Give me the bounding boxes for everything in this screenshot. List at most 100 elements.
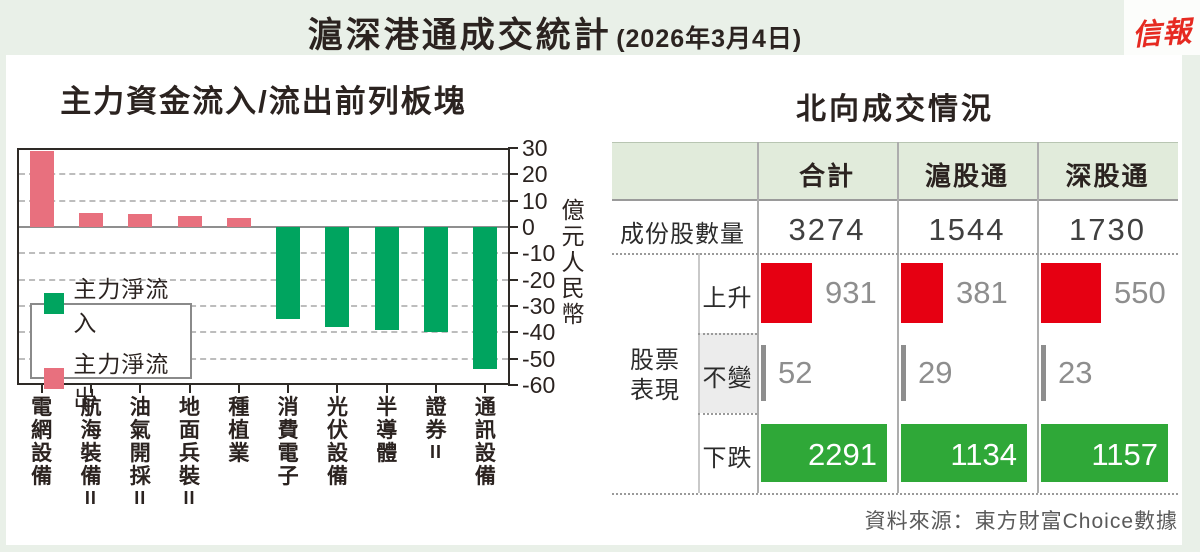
x-axis-label-char: 兵 — [179, 442, 201, 465]
logo-box: 信報 — [1124, 0, 1200, 55]
x-axis-tick — [385, 385, 388, 393]
y-axis-tick-label: -40 — [522, 319, 556, 346]
y-axis-tick — [508, 331, 518, 334]
chart-frame — [17, 148, 510, 385]
chart-bar-3 — [128, 213, 153, 227]
legend-label: 主力淨流入 — [73, 275, 170, 336]
x-axis-label-roman: II — [183, 488, 196, 508]
down-bar: 2291 — [761, 424, 887, 482]
y-axis-unit: 億元人民幣 — [558, 198, 584, 328]
x-axis-label-char: 訊 — [474, 419, 496, 442]
table-header-divider — [612, 199, 1178, 201]
perf-row-label-flat: 不變 — [702, 365, 753, 392]
flat-value: 52 — [778, 355, 813, 390]
x-axis-label-char: 備 — [474, 465, 496, 488]
up-value: 931 — [825, 275, 877, 310]
down-value: 1134 — [950, 437, 1017, 472]
x-axis-label-char: 電 — [31, 396, 53, 419]
x-axis-label-char: 地 — [179, 396, 201, 419]
chart-bar-1 — [29, 150, 54, 227]
x-axis-label-char: 設 — [474, 442, 496, 465]
flat-bar — [1041, 345, 1046, 401]
x-axis-tick — [139, 385, 142, 393]
chart-bar-4 — [177, 216, 202, 227]
flat-value: 23 — [1058, 355, 1093, 390]
x-axis-label-char: 面 — [179, 419, 201, 442]
x-axis-label: 消費電子 — [274, 396, 302, 488]
data-source: 資料來源：東方財富Choice數據 — [864, 510, 1178, 533]
up-value: 550 — [1114, 275, 1166, 310]
x-axis-label-char: 半 — [376, 396, 398, 419]
x-axis-label-char: 採 — [129, 465, 151, 488]
zero-line — [19, 226, 508, 228]
flat-bar — [761, 345, 766, 401]
flat-bar — [901, 345, 906, 401]
table-column-divider — [757, 142, 759, 493]
flat-value: 29 — [918, 355, 953, 390]
table-header-bg — [612, 142, 1178, 200]
page-title-main: 滬深港通成交統計 — [307, 16, 612, 55]
x-axis-tick — [89, 385, 92, 393]
gridline-10 — [19, 199, 508, 202]
y-axis-tick-label: -20 — [522, 266, 556, 293]
nochange-label-cell-bg — [698, 333, 757, 413]
chart-title: 主力資金流入/流出前列板塊 — [60, 84, 467, 119]
x-axis-tick — [435, 385, 438, 393]
table-column-divider — [897, 142, 899, 493]
x-axis-label-char: 種 — [228, 396, 250, 419]
chart-bar-9 — [424, 227, 449, 333]
x-axis-label-char: 裝 — [80, 442, 102, 465]
x-axis-label-char: 航 — [80, 396, 102, 419]
down-bar: 1157 — [1041, 424, 1168, 482]
column-header-1: 合計 — [798, 161, 855, 191]
x-axis-label-char: 子 — [277, 465, 299, 488]
gridline--30 — [19, 305, 508, 307]
table-dotted-line — [612, 493, 1178, 495]
y-axis-tick-label: -10 — [522, 240, 556, 267]
legend-item-1: 主力淨流入 — [44, 270, 190, 338]
y-axis-tick-label: 10 — [522, 187, 548, 214]
up-value: 381 — [956, 275, 1008, 310]
x-axis-label-char: 設 — [31, 442, 53, 465]
constituents-value-1: 3274 — [788, 212, 866, 247]
legend-label: 主力淨流出 — [73, 350, 170, 411]
y-axis-tick-label: -30 — [522, 293, 556, 319]
x-axis-label-char: 植 — [228, 419, 250, 442]
x-axis-label-char: 網 — [31, 419, 53, 442]
x-axis-label-char: 伏 — [326, 419, 348, 442]
x-axis-tick — [336, 385, 339, 393]
y-axis-tick — [508, 226, 518, 228]
x-axis-tick — [40, 385, 43, 393]
constituents-label: 成份股數量 — [620, 221, 745, 248]
x-axis-label: 種植業 — [225, 396, 253, 465]
down-value: 1157 — [1091, 437, 1158, 472]
x-axis-label-roman: II — [84, 488, 97, 508]
table-dotted-line — [612, 253, 1178, 255]
y-axis-tick — [508, 147, 518, 149]
sublabel-dotted-line — [698, 333, 757, 335]
down-value: 2291 — [808, 437, 877, 472]
x-axis-label-char: 電 — [277, 442, 299, 465]
x-axis-label-char: 氣 — [129, 419, 151, 442]
y-axis-tick-label: 0 — [522, 214, 535, 240]
y-axis-tick-label: -60 — [522, 372, 556, 398]
x-axis-label-char: 設 — [326, 442, 348, 465]
x-axis-label-char: 裝 — [179, 465, 201, 488]
gridline--10 — [19, 252, 508, 255]
gridline--50 — [19, 357, 508, 360]
x-axis-label: 航海裝備 II — [77, 396, 105, 508]
y-axis-tick-label: 30 — [522, 135, 548, 161]
gridline--40 — [19, 331, 508, 334]
chart-legend: 主力淨流入主力淨流出 — [30, 276, 192, 411]
x-axis-label-char: 業 — [228, 442, 250, 465]
x-axis-label-char: 海 — [80, 419, 102, 442]
x-axis-label-char: 通 — [474, 396, 496, 419]
x-axis-label-char: 備 — [31, 465, 53, 488]
up-bar — [1041, 263, 1101, 323]
column-header-2: 滬股通 — [924, 161, 1009, 191]
x-axis-label-char: 券 — [425, 419, 447, 442]
chart-bar-2 — [78, 212, 103, 227]
page-title: 滬深港通成交統計 (2026年3月4日) — [0, 7, 1110, 58]
